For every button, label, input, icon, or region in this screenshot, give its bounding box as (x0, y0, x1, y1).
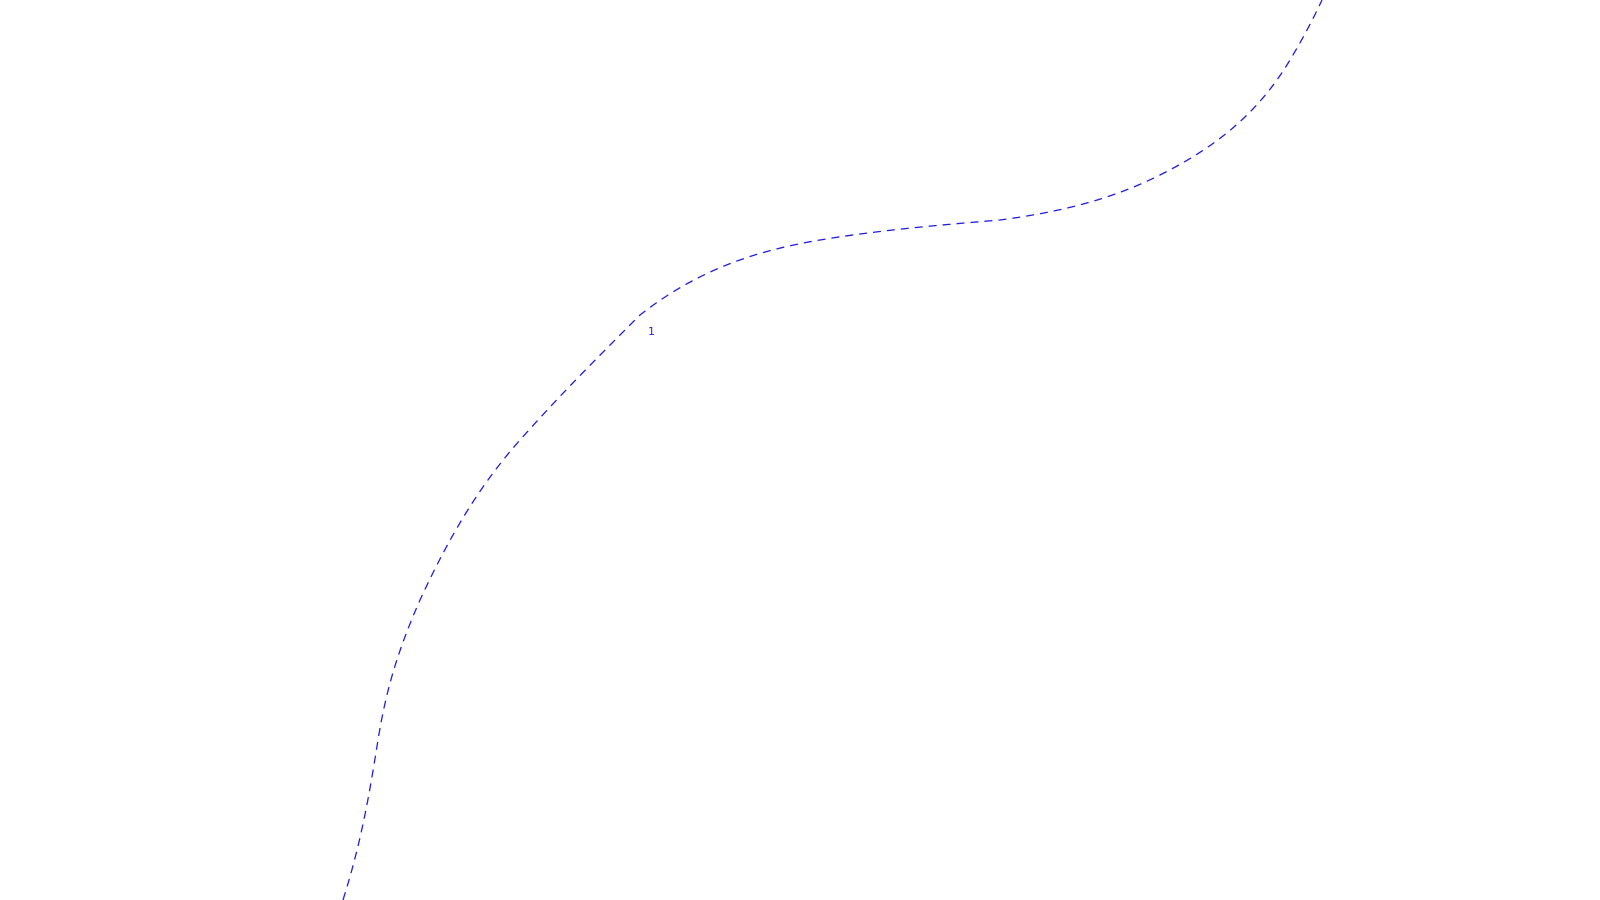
dashed-route-line[interactable] (342, 0, 1323, 900)
route-label: 1 (648, 325, 655, 338)
